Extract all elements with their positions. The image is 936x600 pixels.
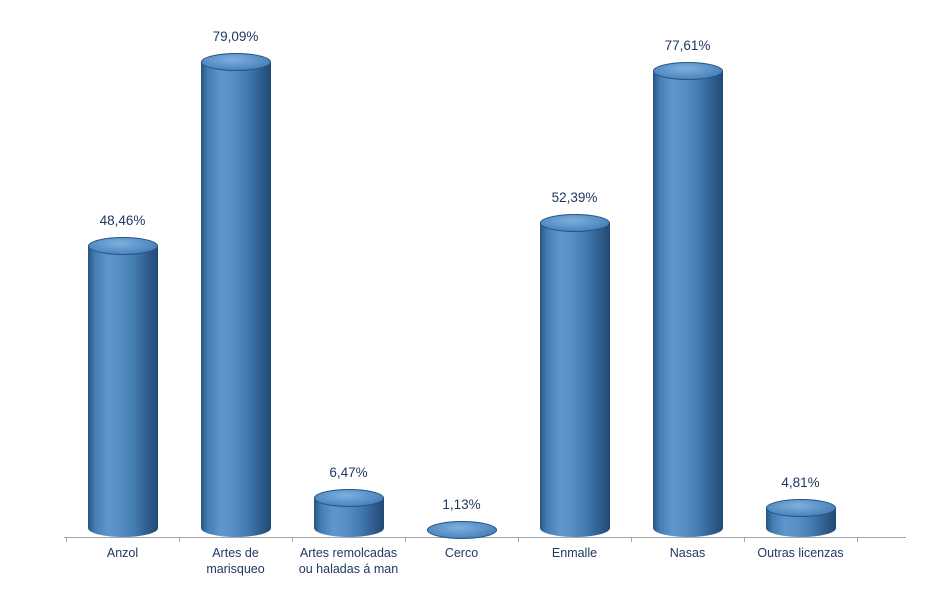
cylinder-top-ellipse <box>200 53 271 72</box>
category-label: Outras licenzas <box>757 546 844 560</box>
cylinder-bar <box>539 213 610 537</box>
value-label: 77,61% <box>664 38 711 54</box>
cylinder-bar <box>87 237 158 537</box>
cylinder-bar <box>652 62 723 537</box>
cylinder-bar <box>313 489 384 537</box>
value-label: 52,39% <box>551 189 598 205</box>
value-label: 48,46% <box>99 213 146 229</box>
cylinder-body <box>652 71 723 537</box>
value-label: 6,47% <box>329 465 368 481</box>
axis-tick <box>179 538 180 542</box>
cylinder-top-ellipse <box>426 521 497 540</box>
cylinder-body <box>87 246 158 537</box>
axis-tick <box>405 538 406 542</box>
cylinder-top-ellipse <box>652 62 723 81</box>
cylinder-top-ellipse <box>313 489 384 508</box>
value-label: 1,13% <box>442 497 481 513</box>
cylinder-body <box>539 222 610 537</box>
axis-tick <box>744 538 745 542</box>
cylinder-top-ellipse <box>87 237 158 256</box>
category-label: Enmalle <box>551 546 598 560</box>
axis-tick <box>518 538 519 542</box>
category-label: Anzol <box>106 546 139 560</box>
axis-tick <box>66 538 67 542</box>
cylinder-bar <box>765 499 836 537</box>
axis-tick <box>292 538 293 542</box>
cylinder-body <box>200 62 271 537</box>
cylinder-bar <box>200 53 271 537</box>
x-axis-line <box>64 537 906 538</box>
category-label: Cerco <box>444 546 479 560</box>
cylinder-top-ellipse <box>539 213 610 232</box>
axis-tick <box>857 538 858 542</box>
value-label: 79,09% <box>212 29 259 45</box>
value-label: 4,81% <box>781 475 820 491</box>
category-label: Artes de marisqueo <box>206 546 265 577</box>
category-label: Artes remolcadas ou haladas á man <box>298 546 399 577</box>
axis-tick <box>631 538 632 542</box>
category-label: Nasas <box>669 546 706 560</box>
cylinder-top-ellipse <box>765 499 836 518</box>
cylinder-bar <box>426 521 497 540</box>
